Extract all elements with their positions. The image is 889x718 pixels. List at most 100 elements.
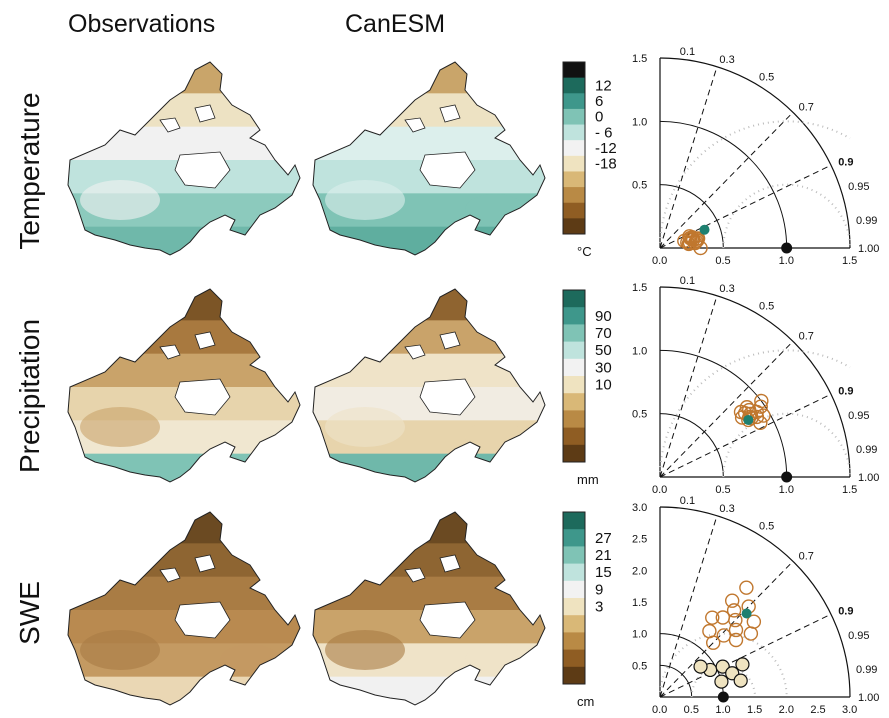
colorbar-swatch <box>563 140 585 157</box>
std-axis-tick: 1.5 <box>632 282 647 294</box>
correlation-label: 0.5 <box>759 521 774 533</box>
ensemble-point <box>754 393 769 409</box>
colorbar-swatch <box>563 155 585 172</box>
colorbar-swatch <box>563 324 585 343</box>
colorbar-swatch <box>563 202 585 219</box>
colorbar-tick-label: 27 <box>595 530 612 547</box>
colorbar-tick-label: 21 <box>595 547 612 564</box>
colorbar-swatch <box>563 615 585 633</box>
colorbar-swatch <box>563 546 585 565</box>
colorbar-swatch <box>563 93 585 110</box>
std-axis-tick: 2.0 <box>632 565 647 577</box>
correlation-label: 0.3 <box>719 503 734 515</box>
std-axis-tick: 1.5 <box>747 704 762 716</box>
correlation-label: 0.95 <box>848 630 869 642</box>
colorbar-swatch <box>563 358 585 377</box>
colorbar-tick-label: 0 <box>595 109 603 126</box>
colorbar-swatch <box>563 580 585 599</box>
colorbar-tick-label: -12 <box>595 140 617 157</box>
ensemble-point <box>753 399 768 414</box>
ensemble-point <box>688 234 704 249</box>
std-axis-tick: 1.0 <box>632 345 647 357</box>
correlation-label: 0.9 <box>838 386 853 398</box>
ensemble-point <box>739 400 755 415</box>
colorbar-tick-label: - 6 <box>595 124 613 141</box>
correlation-label: 0.3 <box>719 283 734 295</box>
reference-marker <box>717 691 729 703</box>
colorbar-tick-label: 6 <box>595 93 603 110</box>
correlation-label: 0.3 <box>719 54 734 66</box>
colorbar-swatch <box>563 427 585 446</box>
std-axis-tick: 1.0 <box>632 629 647 641</box>
colorbar-tick-label: 15 <box>595 564 612 581</box>
ensemble-point <box>743 626 759 641</box>
correlation-label: 0.99 <box>856 664 877 676</box>
std-axis-tick: 0.0 <box>652 704 667 716</box>
correlation-label: 0.7 <box>799 102 814 114</box>
std-axis-tick: 0.5 <box>632 660 647 672</box>
reference-marker <box>781 471 793 483</box>
colorbar-tick-label: 90 <box>595 308 612 325</box>
ensemble-point <box>725 593 740 608</box>
reference-point <box>735 657 750 672</box>
colorbar-swatch <box>563 393 585 411</box>
colorbar-swatch <box>563 649 585 668</box>
ensemble-point <box>756 408 771 423</box>
temperature-unit-label: °C <box>577 244 592 259</box>
colorbar-swatch <box>563 512 585 530</box>
std-axis-tick: 0.0 <box>652 484 667 496</box>
colorbar-tick-label: 50 <box>595 342 612 359</box>
colorbar-swatch <box>563 171 585 188</box>
colorbar-tick-label: 30 <box>595 359 612 376</box>
std-axis-tick: 0.5 <box>684 704 699 716</box>
observations-column-title: Observations <box>68 10 216 38</box>
std-axis-tick: 1.5 <box>632 53 647 65</box>
colorbar-swatch <box>563 529 585 547</box>
colorbar-tick-label: 12 <box>595 77 612 94</box>
ensemble-point <box>728 632 744 648</box>
reference-point <box>715 659 730 674</box>
correlation-label: 1.00 <box>858 472 879 484</box>
correlation-label: 0.1 <box>680 275 695 287</box>
std-axis-tick: 0.5 <box>632 180 647 192</box>
colorbar-swatch <box>563 444 585 463</box>
colorbar-swatch <box>563 187 585 204</box>
std-axis-tick: 3.0 <box>842 704 857 716</box>
correlation-label: 0.95 <box>848 410 869 422</box>
ensemble-point <box>715 610 731 625</box>
correlation-label: 0.9 <box>838 157 853 169</box>
correlation-label: 0.9 <box>838 606 853 618</box>
taylor-diagram-1: 0.1 0.3 0.5 0.7 0.9 0.95 0.99 1.00 0.0 0.5 0.5 1.0 1… <box>632 46 879 267</box>
std-axis-tick: 2.5 <box>810 704 825 716</box>
colorbar-tick-label: 9 <box>595 581 603 598</box>
taylor-diagram-3: 0.1 0.3 0.5 0.7 0.9 0.95 0.99 1.00 0.0 0.5 0.5 1.0 1… <box>632 495 879 716</box>
ensemble-point <box>705 610 720 625</box>
swe-unit-label: cm <box>577 694 594 709</box>
colorbar-swatch <box>563 341 585 360</box>
std-axis-tick: 1.0 <box>779 255 794 267</box>
std-axis-tick: 1.0 <box>632 116 647 128</box>
correlation-label: 0.5 <box>759 301 774 313</box>
std-axis-tick: 1.0 <box>715 704 730 716</box>
ensemble-point <box>690 231 706 246</box>
std-axis-tick: 1.5 <box>632 597 647 609</box>
reference-point <box>714 674 729 689</box>
std-axis-tick: 1.0 <box>779 484 794 496</box>
ensemble-point <box>716 628 732 643</box>
correlation-label: 1.00 <box>858 692 879 704</box>
reference-point <box>693 659 708 674</box>
colorbar-swatch <box>563 307 585 325</box>
correlation-label: 0.1 <box>680 495 695 507</box>
std-axis-tick: 3.0 <box>632 502 647 514</box>
colorbar-swatch <box>563 376 585 394</box>
ensemble-point <box>726 603 742 618</box>
correlation-label: 0.99 <box>856 444 877 456</box>
canesm-column-title: CanESM <box>345 10 446 38</box>
colorbar-swatch <box>563 108 585 126</box>
